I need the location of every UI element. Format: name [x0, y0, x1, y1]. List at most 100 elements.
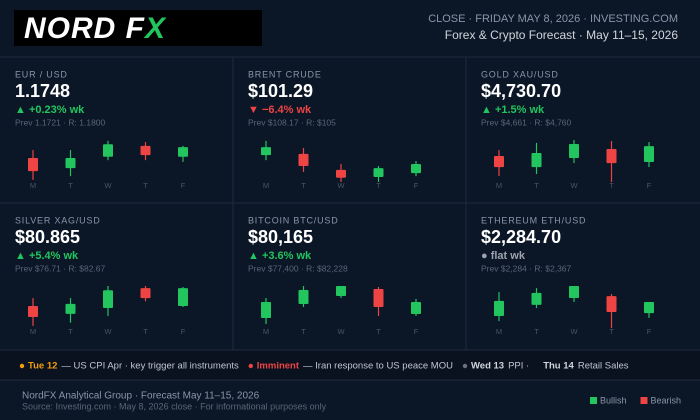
dateline: CLOSE · FRIDAY MAY 8, 2026 · INVESTING.C…: [428, 13, 678, 25]
legend-swatch: [640, 397, 648, 404]
candle-body: [65, 158, 76, 169]
candle-body: [373, 288, 384, 307]
candle-body: [261, 302, 271, 318]
footer-line: NordFX Analytical Group · Forecast May 1…: [22, 391, 260, 402]
day-label: F: [647, 327, 652, 336]
candle-body: [178, 147, 188, 157]
day-label: T: [609, 327, 614, 336]
alert-dot: [462, 363, 468, 369]
alert-tag: Tue 12: [28, 361, 57, 372]
day-label: M: [30, 181, 36, 190]
candle-body: [298, 290, 309, 305]
panel-price: $80.865: [15, 227, 80, 247]
candle-body: [494, 300, 504, 317]
day-label: M: [263, 181, 269, 190]
candle-body: [644, 301, 654, 314]
day-label: T: [143, 327, 148, 336]
day-label: F: [181, 181, 186, 190]
candle-body: [28, 158, 38, 172]
day-label: F: [647, 181, 652, 190]
panel-label: EUR / USD: [15, 69, 68, 79]
day-label: T: [143, 181, 148, 190]
day-label: W: [104, 181, 112, 190]
candle-body: [261, 147, 271, 156]
candle-body: [411, 163, 421, 174]
candle-body: [373, 168, 384, 177]
panel-price: $4,730.70: [481, 81, 561, 101]
panel-prev: Prev $108.17 · R: $105: [248, 117, 336, 127]
panel-price: $80,165: [248, 227, 313, 247]
day-label: M: [263, 327, 269, 336]
day-label: M: [496, 181, 502, 190]
candle-body: [103, 290, 113, 309]
day-label: F: [414, 181, 419, 190]
day-label: T: [534, 181, 539, 190]
panel-prev: Prev $4,661 · R: $4,760: [481, 117, 572, 127]
candle-body: [569, 286, 579, 298]
logo-accent: X: [143, 12, 167, 45]
day-label: W: [570, 181, 578, 190]
legend-label: Bearish: [651, 395, 682, 405]
alert-tag: Thu 14: [543, 361, 574, 372]
alerts-bar: [0, 350, 700, 380]
logo: NORD FX: [24, 12, 167, 45]
candle-body: [298, 153, 309, 167]
candle-body: [644, 146, 654, 163]
candle-body: [336, 286, 346, 297]
candle-body: [606, 296, 617, 313]
candle-body: [65, 303, 76, 314]
alert-text: — Iran response to US peace MOU: [303, 361, 453, 372]
day-label: M: [496, 327, 502, 336]
day-label: T: [68, 181, 73, 190]
panel-label: BITCOIN BTC/USD: [248, 215, 339, 225]
alert-text: — US CPI Apr · key trigger all instrumen…: [61, 361, 239, 372]
day-label: W: [104, 327, 112, 336]
candle-body: [569, 143, 579, 159]
panel-price: 1.1748: [15, 81, 70, 101]
subtitle: Forex & Crypto Forecast · May 11–15, 202…: [445, 28, 679, 42]
day-label: W: [337, 181, 345, 190]
candle-body: [28, 305, 38, 317]
candle-body: [494, 155, 504, 168]
alert-text: PPI ·: [508, 361, 529, 372]
logo-main: NORD F: [24, 12, 145, 45]
alert-tag: Imminent: [257, 361, 300, 372]
panel-label: GOLD XAU/USD: [481, 69, 559, 79]
candle-body: [531, 153, 542, 168]
day-label: T: [376, 181, 381, 190]
day-label: W: [570, 327, 578, 336]
alert-tag: Wed 13: [471, 361, 504, 372]
panel-prev: Prev $76.71 · R: $82.67: [15, 263, 106, 273]
day-label: T: [609, 181, 614, 190]
alert-text: Retail Sales: [578, 361, 629, 372]
panel-change: ▲ +5.4% wk: [15, 250, 79, 262]
day-label: T: [68, 327, 73, 336]
footer-source: Source: Investing.com · May 8, 2026 clos…: [22, 401, 327, 411]
day-label: T: [376, 327, 381, 336]
panel-label: ETHEREUM ETH/USD: [481, 215, 586, 225]
day-label: T: [301, 181, 306, 190]
panel-change: ▲ +3.6% wk: [248, 250, 312, 262]
panel-change: ● flat wk: [481, 250, 526, 262]
day-label: W: [337, 327, 345, 336]
panel-price: $101.29: [248, 81, 313, 101]
candle-body: [411, 302, 421, 314]
panel-label: SILVER XAG/USD: [15, 215, 101, 225]
day-label: M: [30, 327, 36, 336]
logo-box: [14, 10, 262, 46]
day-label: T: [534, 327, 539, 336]
panel-prev: Prev 1.1721 · R: 1.1800: [15, 117, 106, 127]
alert-dot: [248, 363, 253, 369]
panel-label: BRENT CRUDE: [248, 69, 322, 79]
panel-change: ▲ +1.5% wk: [481, 104, 545, 116]
legend-swatch: [590, 397, 597, 404]
day-label: F: [181, 327, 186, 336]
day-label: F: [414, 327, 419, 336]
candle-body: [140, 288, 151, 299]
panel-prev: Prev $77,400 · R: $82,228: [248, 263, 348, 273]
panel-change: ▲ +0.23% wk: [15, 104, 85, 116]
legend-label: Bullish: [600, 395, 627, 405]
candle-body: [103, 144, 113, 157]
panel-change: ▼ −6.4% wk: [248, 104, 312, 116]
